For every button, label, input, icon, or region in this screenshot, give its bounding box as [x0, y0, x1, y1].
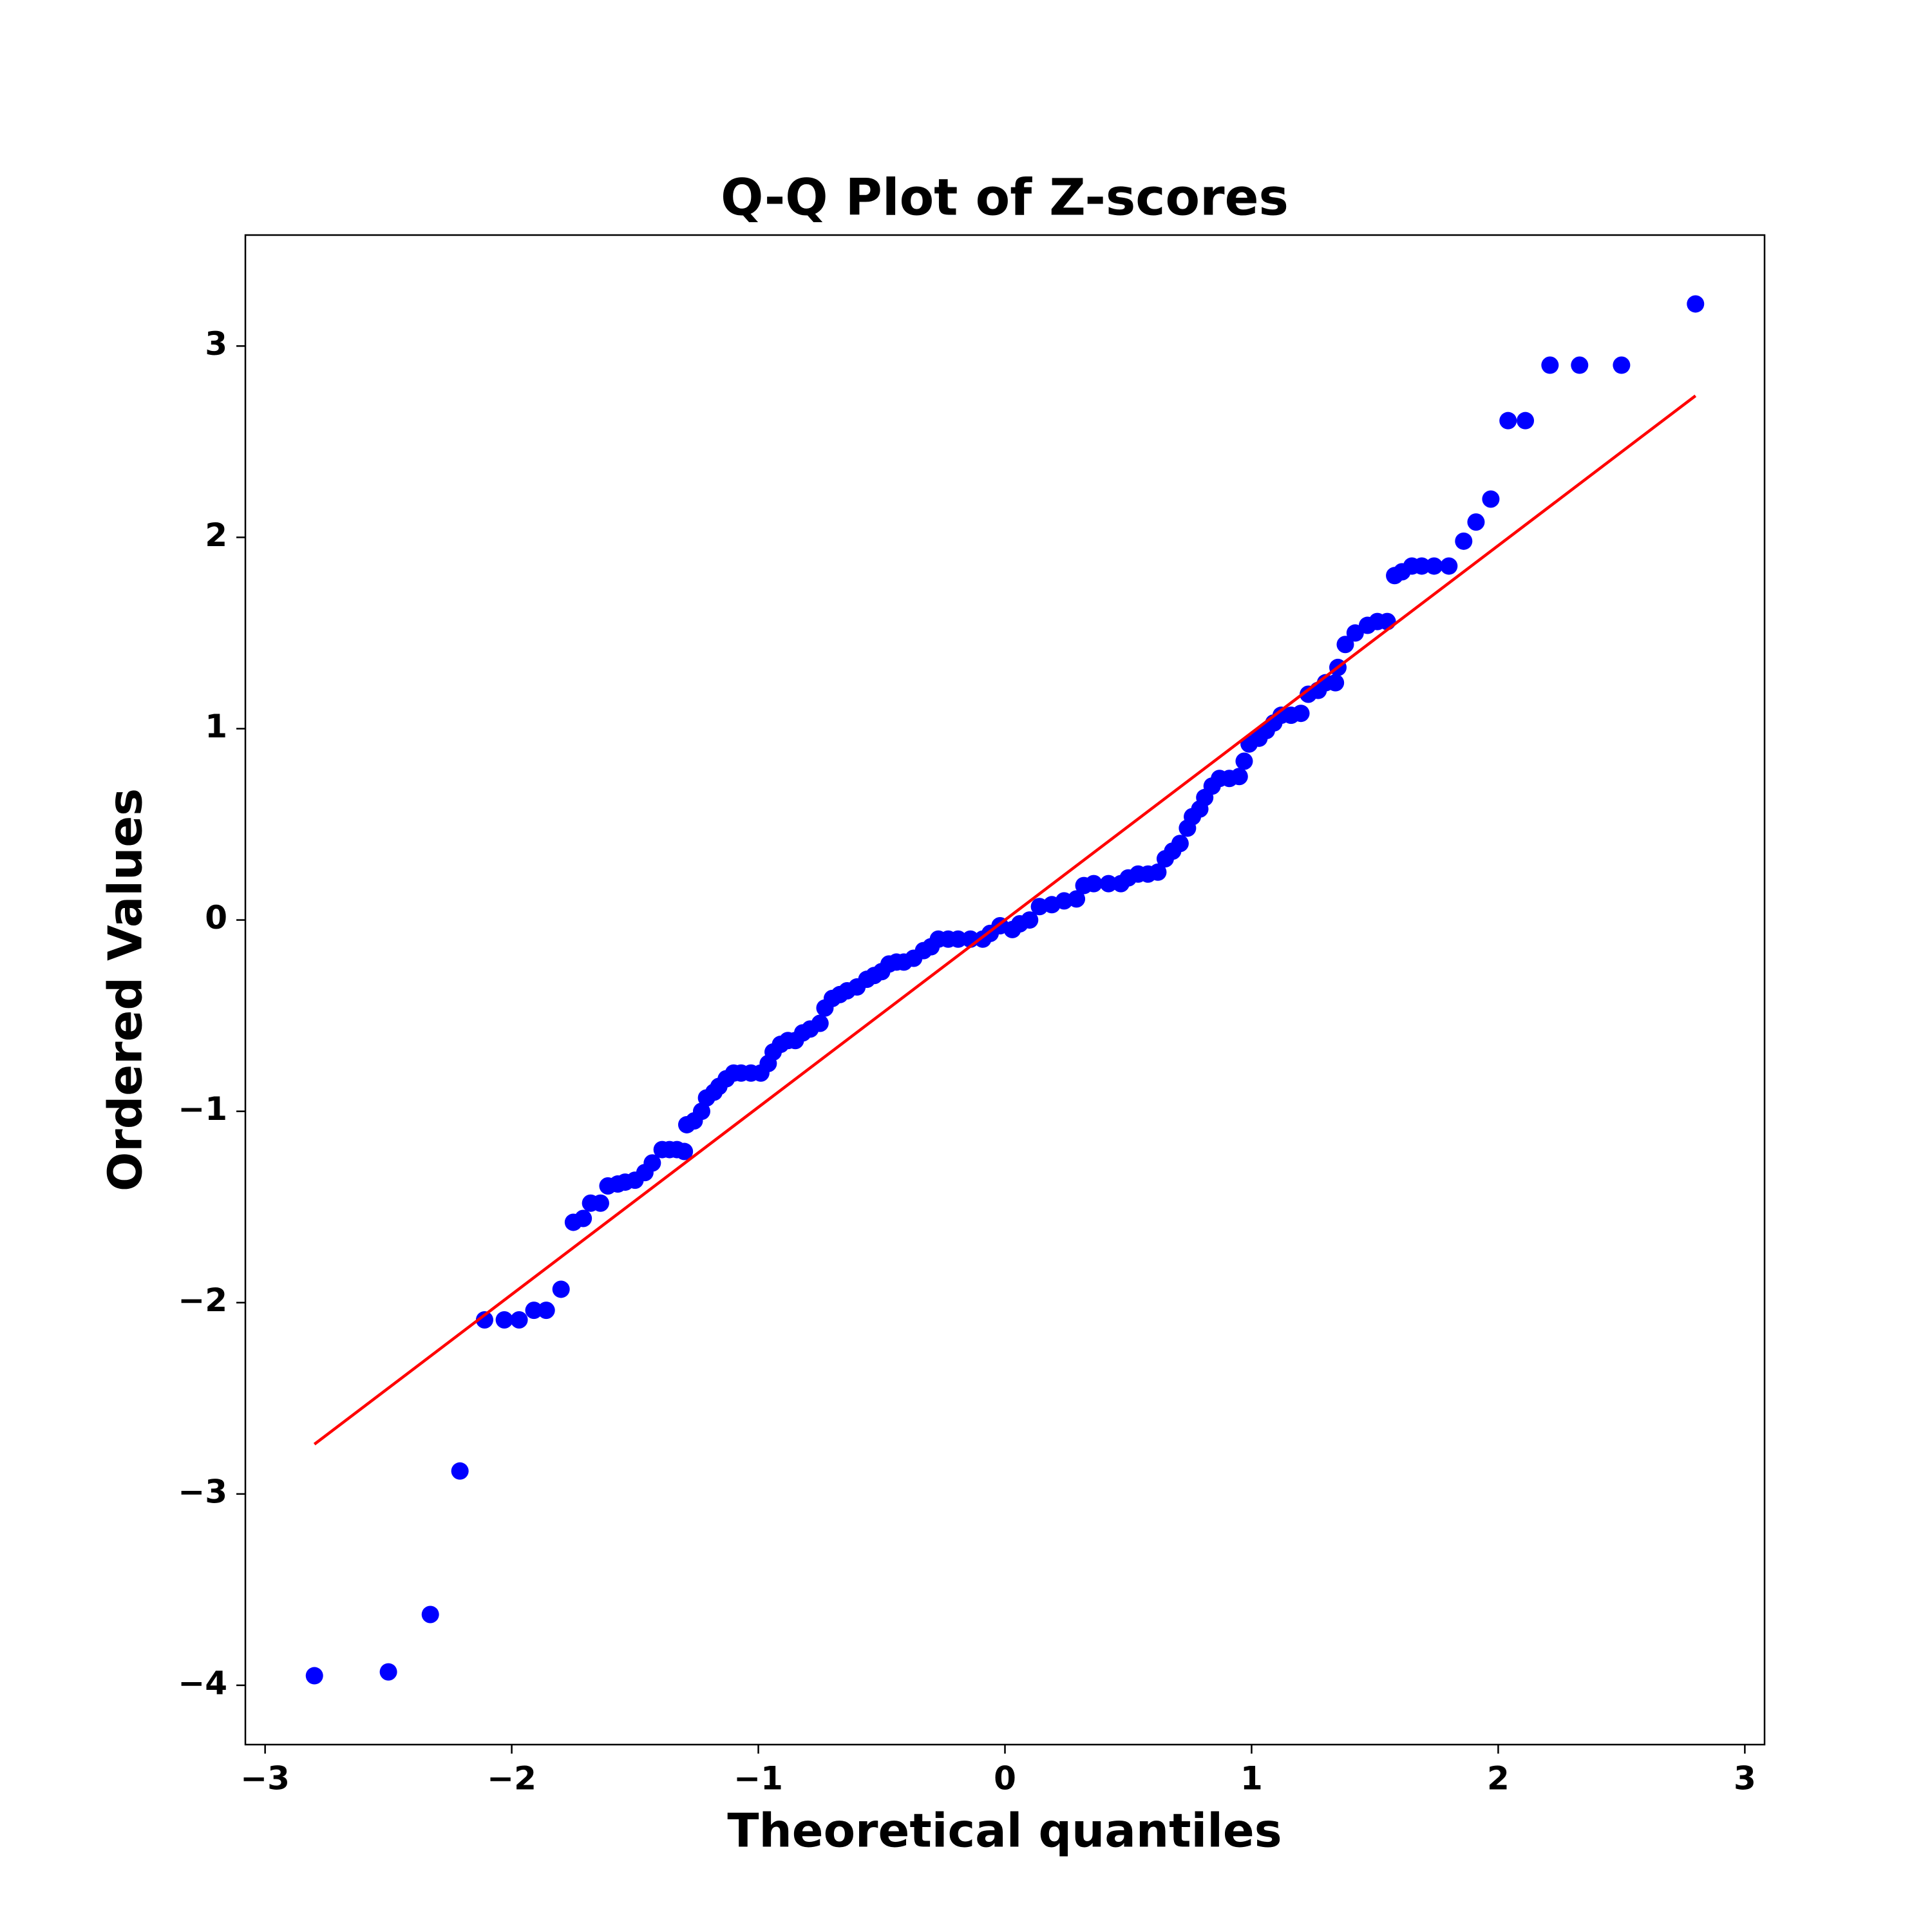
- point: [1021, 911, 1039, 929]
- point: [1425, 557, 1443, 575]
- x-tick-label: 3: [1734, 1760, 1756, 1797]
- point: [1467, 513, 1485, 531]
- point: [1378, 612, 1396, 630]
- point: [574, 1209, 592, 1227]
- point: [552, 1280, 570, 1298]
- point: [1687, 295, 1705, 313]
- y-tick-label: 2: [205, 516, 227, 554]
- point: [591, 1194, 609, 1212]
- point: [1517, 412, 1535, 430]
- x-tick-label: −2: [487, 1760, 536, 1797]
- y-tick-label: 1: [205, 708, 227, 745]
- point: [1541, 356, 1559, 374]
- point: [1327, 674, 1345, 692]
- point: [1292, 705, 1310, 723]
- point: [1235, 752, 1253, 770]
- point: [510, 1311, 528, 1329]
- y-tick-label: −1: [178, 1090, 227, 1128]
- point: [379, 1663, 397, 1681]
- x-tick-label: −1: [734, 1760, 783, 1797]
- point: [1440, 557, 1458, 575]
- y-tick-label: −2: [178, 1282, 227, 1319]
- point: [537, 1302, 555, 1320]
- point: [1336, 636, 1354, 654]
- point: [1099, 875, 1117, 893]
- y-tick-label: 0: [205, 899, 227, 936]
- x-axis-label: Theoretical quantiles: [727, 1804, 1282, 1858]
- point: [1413, 557, 1431, 575]
- point: [495, 1311, 513, 1329]
- y-tick-label: −3: [178, 1473, 227, 1510]
- point: [692, 1103, 710, 1121]
- point: [1499, 412, 1517, 430]
- x-tick-label: 1: [1240, 1760, 1263, 1797]
- point: [1482, 490, 1500, 508]
- point: [676, 1142, 694, 1160]
- point: [1149, 863, 1167, 881]
- point: [1613, 356, 1631, 374]
- x-tick-label: −3: [240, 1760, 290, 1797]
- chart-title: Q-Q Plot of Z-scores: [721, 169, 1289, 227]
- point: [1171, 835, 1189, 853]
- point: [1230, 768, 1248, 786]
- point: [1571, 356, 1589, 374]
- y-axis-label: Ordered Values: [99, 788, 153, 1191]
- fit-line: [313, 394, 1697, 1446]
- point: [949, 930, 967, 948]
- point: [525, 1302, 543, 1320]
- x-tick-label: 2: [1487, 1760, 1510, 1797]
- point: [475, 1311, 493, 1329]
- point: [1068, 890, 1086, 908]
- point: [811, 1014, 829, 1032]
- x-tick-label: 0: [994, 1760, 1016, 1797]
- point: [305, 1667, 323, 1685]
- point: [643, 1154, 661, 1172]
- point: [1084, 875, 1103, 893]
- y-tick-label: −4: [178, 1664, 227, 1701]
- point: [451, 1462, 469, 1480]
- y-tick-label: 3: [205, 325, 227, 363]
- point: [421, 1605, 439, 1624]
- point: [1455, 532, 1473, 550]
- plot-frame: [244, 234, 1766, 1746]
